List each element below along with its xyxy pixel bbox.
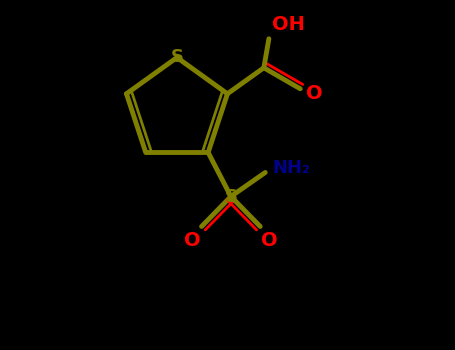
Text: OH: OH xyxy=(272,15,304,34)
Text: NH₂: NH₂ xyxy=(273,160,310,177)
Text: S: S xyxy=(224,188,238,206)
Text: O: O xyxy=(306,84,323,103)
Text: S: S xyxy=(171,48,183,65)
Text: O: O xyxy=(184,231,201,250)
Text: O: O xyxy=(261,231,278,250)
